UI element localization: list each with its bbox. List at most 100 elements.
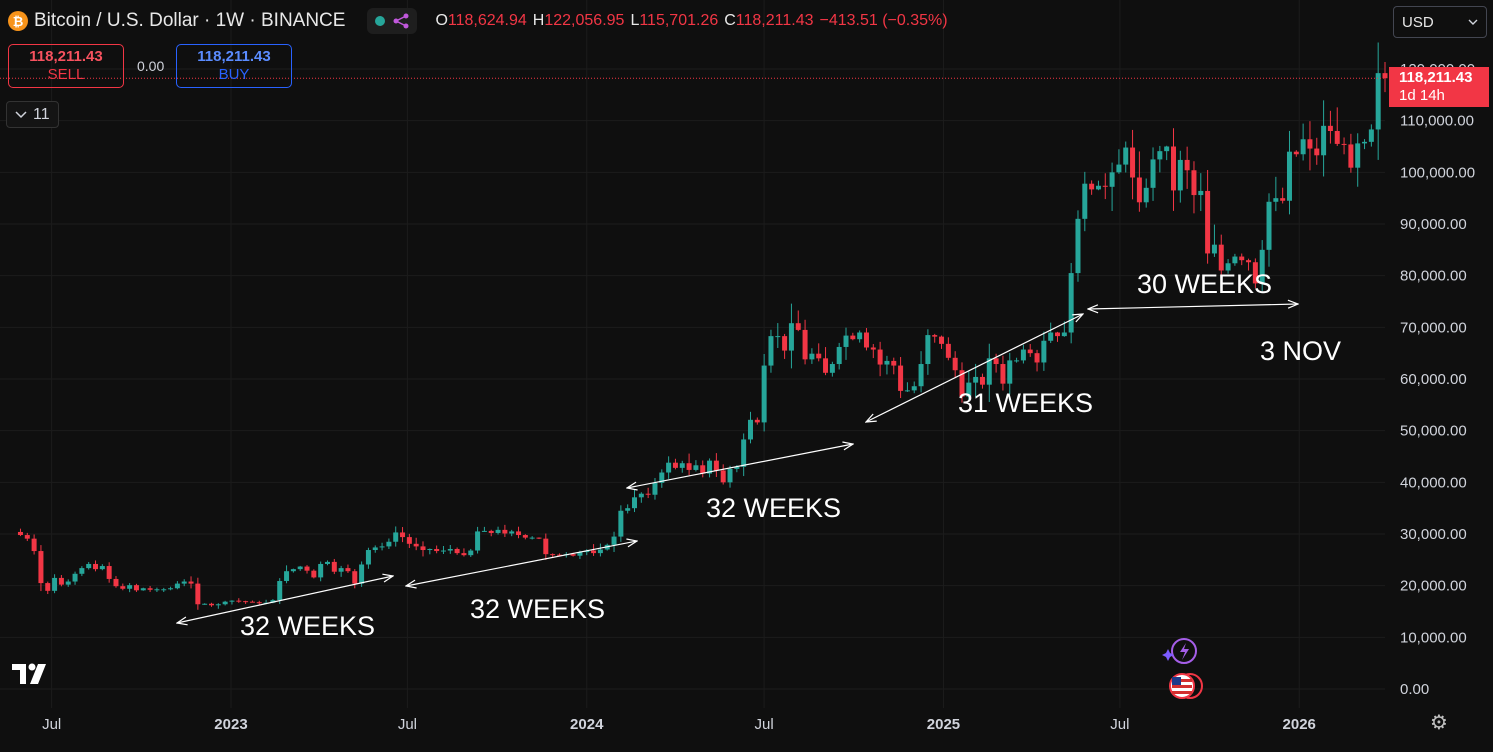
currency-select[interactable]: USD [1393, 6, 1487, 38]
multi-chart-toggle[interactable] [367, 8, 418, 34]
candle-body [1273, 198, 1279, 202]
candle-body [1109, 172, 1115, 187]
candle-body [529, 537, 535, 539]
candle-body [181, 581, 187, 584]
candle-body [359, 564, 365, 584]
candle-body [823, 358, 829, 373]
chevron-down-icon [1468, 19, 1478, 25]
candle-body [1041, 340, 1047, 363]
candle-body [741, 439, 747, 467]
candle-body [161, 589, 167, 591]
settings-gear-icon[interactable]: ⚙ [1430, 712, 1448, 734]
candle-body [1095, 185, 1101, 190]
candle-body [672, 462, 678, 468]
candle-body [898, 365, 904, 391]
candle-body [1205, 190, 1211, 254]
candle-body [24, 535, 30, 539]
multi-chart-icon [393, 13, 409, 29]
price-tick-label: 100,000.00 [1400, 164, 1475, 181]
price-axis[interactable]: 0.00 10,000.00 20,000.00 30,000.00 40,000.00… [1400, 61, 1475, 698]
candle-body [816, 353, 822, 359]
candle-body [638, 493, 644, 498]
buy-price: 118,211.43 [197, 48, 271, 65]
candle-body [1150, 159, 1156, 188]
candle-body [65, 581, 71, 585]
annotation-arrow [627, 444, 853, 488]
candle-body [788, 323, 794, 351]
candle-body [1116, 164, 1122, 173]
candle-body [31, 538, 37, 552]
candle-body [884, 360, 890, 365]
candle-body [850, 335, 856, 340]
candle-body [1130, 147, 1136, 178]
candle-body [1123, 147, 1129, 165]
candle-body [836, 346, 842, 365]
annotation-arrow [177, 576, 393, 623]
candle-body [454, 548, 460, 554]
buy-label: BUY [218, 66, 250, 83]
candle-body [1143, 187, 1149, 203]
candle-body [1027, 349, 1033, 354]
candle-body [174, 583, 180, 589]
candle-body [911, 386, 917, 391]
candle-body [1368, 129, 1374, 142]
chevron-down-icon [15, 110, 27, 118]
candle-body [1327, 125, 1333, 131]
status-dot-icon [375, 16, 386, 26]
candle-body [140, 588, 146, 591]
candle-body [147, 588, 153, 590]
candlestick-series [17, 42, 1388, 610]
candle-body [686, 463, 692, 470]
candle-body [236, 600, 242, 602]
candle-body [809, 353, 815, 360]
sell-button[interactable]: 118,211.43 SELL [8, 44, 124, 88]
annotation-label: 30 WEEKS [1137, 269, 1272, 299]
candle-body [1191, 170, 1197, 196]
candle-body [543, 538, 549, 555]
candle-body [1068, 273, 1074, 333]
price-tick-label: 20,000.00 [1400, 578, 1467, 595]
candle-body [372, 547, 378, 551]
candle-body [290, 569, 296, 572]
candle-body [215, 604, 221, 606]
candle-body [939, 336, 945, 344]
candle-body [986, 358, 992, 385]
candle-body [168, 588, 174, 590]
candle-body [802, 329, 808, 360]
candle-body [52, 577, 58, 591]
flash-icon[interactable] [1162, 637, 1202, 667]
candle-body [229, 600, 235, 602]
candle-body [870, 347, 876, 350]
symbol-title[interactable]: Bitcoin / U.S. Dollar · 1W · BINANCE [34, 10, 346, 31]
candle-body [154, 589, 160, 591]
candle-body [925, 335, 931, 365]
candle-body [1300, 139, 1306, 155]
candle-body [952, 357, 958, 371]
indicators-toggle[interactable]: 11 [6, 101, 59, 128]
candle-body [618, 510, 624, 537]
tradingview-logo[interactable] [12, 662, 54, 686]
time-axis[interactable]: Jul 2023 Jul 2024 Jul 2025 Jul 2026 [42, 716, 1316, 733]
us-flag-icon[interactable] [1166, 671, 1206, 701]
currency-value: USD [1402, 13, 1434, 31]
candle-body [222, 601, 228, 605]
time-tick-label: 2024 [570, 716, 604, 733]
candle-body [1293, 151, 1299, 155]
last-price-value: 118,211.43 [1399, 69, 1473, 86]
candle-body [1164, 146, 1170, 152]
candle-body [209, 603, 215, 606]
candle-body [611, 536, 617, 545]
candle-body [1341, 143, 1347, 145]
candle-body [488, 530, 494, 533]
candle-body [509, 531, 515, 534]
buy-button[interactable]: 118,211.43 BUY [176, 44, 292, 88]
candle-body [536, 537, 542, 539]
annotation-arrow [1088, 304, 1298, 309]
candle-body [666, 462, 672, 473]
candle-body [93, 563, 99, 570]
candle-body [1157, 151, 1163, 160]
candle-body [345, 568, 351, 572]
candle-body [188, 581, 194, 584]
bar-countdown: 1d 14h [1399, 87, 1445, 104]
